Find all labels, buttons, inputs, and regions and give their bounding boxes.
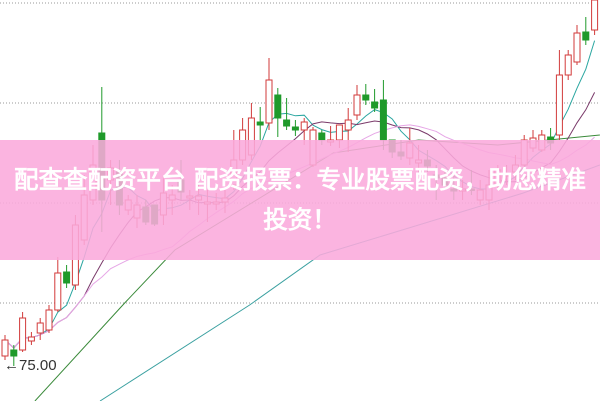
candle-up bbox=[300, 121, 308, 131]
candle-down bbox=[10, 349, 18, 357]
candle-down bbox=[63, 271, 71, 284]
low-price-annotation: ←75.00 bbox=[4, 357, 57, 374]
candle-down bbox=[379, 99, 387, 141]
candle-up bbox=[19, 317, 27, 351]
candle-down bbox=[371, 101, 379, 109]
candle-up bbox=[36, 322, 44, 334]
candle-up bbox=[555, 74, 563, 136]
candle-up bbox=[265, 79, 273, 124]
candle-down bbox=[582, 31, 590, 41]
candle-down bbox=[274, 94, 282, 119]
banner-text: 配查查配资平台 配资报票：专业股票配资，助您精准投资！ bbox=[13, 165, 587, 234]
candle-up bbox=[1, 339, 9, 357]
candle-down bbox=[283, 119, 291, 127]
candle-down bbox=[291, 126, 299, 131]
candle-up bbox=[54, 272, 62, 311]
candle-up bbox=[591, 0, 599, 31]
candle-up bbox=[335, 124, 343, 141]
candle-up bbox=[564, 54, 572, 76]
candle-down bbox=[318, 132, 326, 141]
candle-up bbox=[45, 309, 53, 331]
candle-up bbox=[344, 119, 352, 131]
promo-banner: 配查查配资平台 配资报票：专业股票配资，助您精准投资！ bbox=[0, 140, 600, 260]
candle-down bbox=[362, 94, 370, 101]
candle-up bbox=[353, 94, 361, 116]
candle-down bbox=[256, 121, 264, 126]
candle-up bbox=[27, 336, 35, 342]
candle-up bbox=[573, 32, 581, 63]
